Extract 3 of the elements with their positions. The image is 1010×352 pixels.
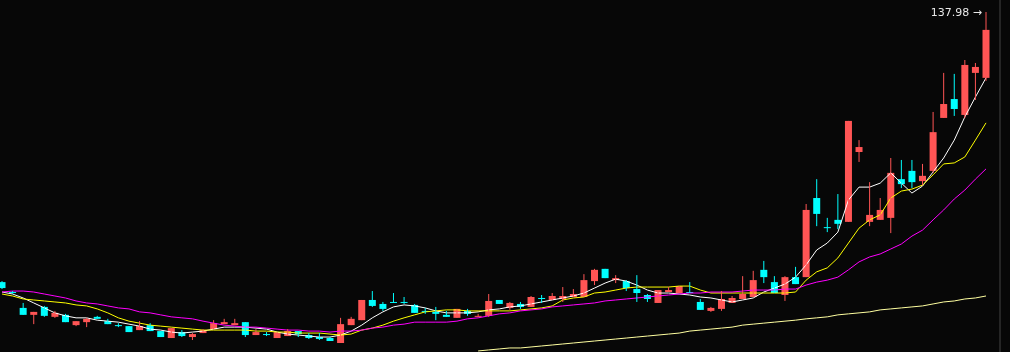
annotation: 137.98 → bbox=[930, 6, 982, 19]
candlestick bbox=[601, 268, 609, 279]
candlestick bbox=[358, 299, 366, 321]
